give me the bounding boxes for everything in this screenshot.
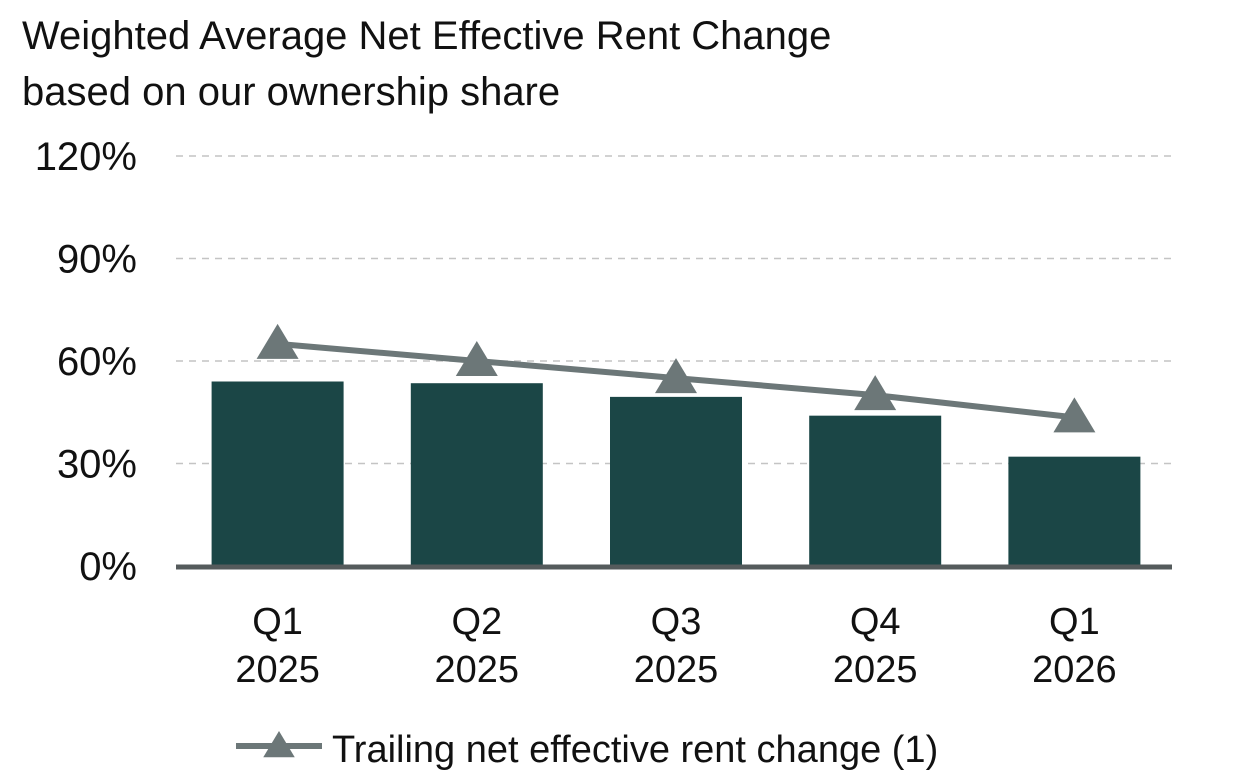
y-axis-ticks: 0% 30% 60% 90% 120% bbox=[35, 135, 137, 589]
y-tick-label: 30% bbox=[57, 443, 137, 487]
triangle-marker bbox=[854, 375, 897, 411]
x-category-year: 2025 bbox=[235, 649, 320, 691]
x-category-label: Q1 bbox=[1049, 601, 1100, 643]
y-tick-label: 0% bbox=[79, 545, 137, 589]
x-axis-categories: Q1 2025 Q2 2025 Q3 2025 Q4 2025 Q1 2026 bbox=[235, 601, 1116, 691]
x-category-year: 2025 bbox=[634, 649, 719, 691]
legend-triangle-icon bbox=[263, 731, 295, 758]
y-tick-label: 120% bbox=[35, 135, 137, 179]
chart-title: Weighted Average Net Effective Rent Chan… bbox=[22, 8, 831, 120]
triangle-marker bbox=[1053, 397, 1096, 433]
bar bbox=[211, 381, 344, 566]
x-category-label: Q2 bbox=[451, 601, 502, 643]
x-category-year: 2025 bbox=[435, 649, 520, 691]
triangle-marker bbox=[256, 323, 299, 359]
legend-label: Trailing net effective rent change (1) bbox=[332, 729, 938, 771]
triangle-marker bbox=[455, 341, 498, 376]
triangle-marker bbox=[655, 358, 697, 394]
x-category-year: 2026 bbox=[1032, 649, 1117, 691]
x-category-label: Q3 bbox=[651, 601, 702, 643]
chart-title-line1: Weighted Average Net Effective Rent Chan… bbox=[22, 14, 832, 58]
y-tick-label: 90% bbox=[57, 238, 137, 282]
bar-series bbox=[211, 381, 1141, 566]
y-tick-label: 60% bbox=[57, 340, 137, 384]
x-category-label: Q1 bbox=[252, 601, 303, 643]
bar bbox=[610, 396, 742, 566]
chart-title-line2: based on our ownership share bbox=[22, 70, 561, 114]
x-category-label: Q4 bbox=[850, 601, 901, 643]
legend: Trailing net effective rent change (1) bbox=[236, 729, 938, 771]
bar bbox=[809, 415, 942, 566]
bar bbox=[410, 383, 543, 566]
x-category-year: 2025 bbox=[833, 649, 918, 691]
line-series bbox=[256, 323, 1096, 433]
bar bbox=[1008, 456, 1141, 566]
